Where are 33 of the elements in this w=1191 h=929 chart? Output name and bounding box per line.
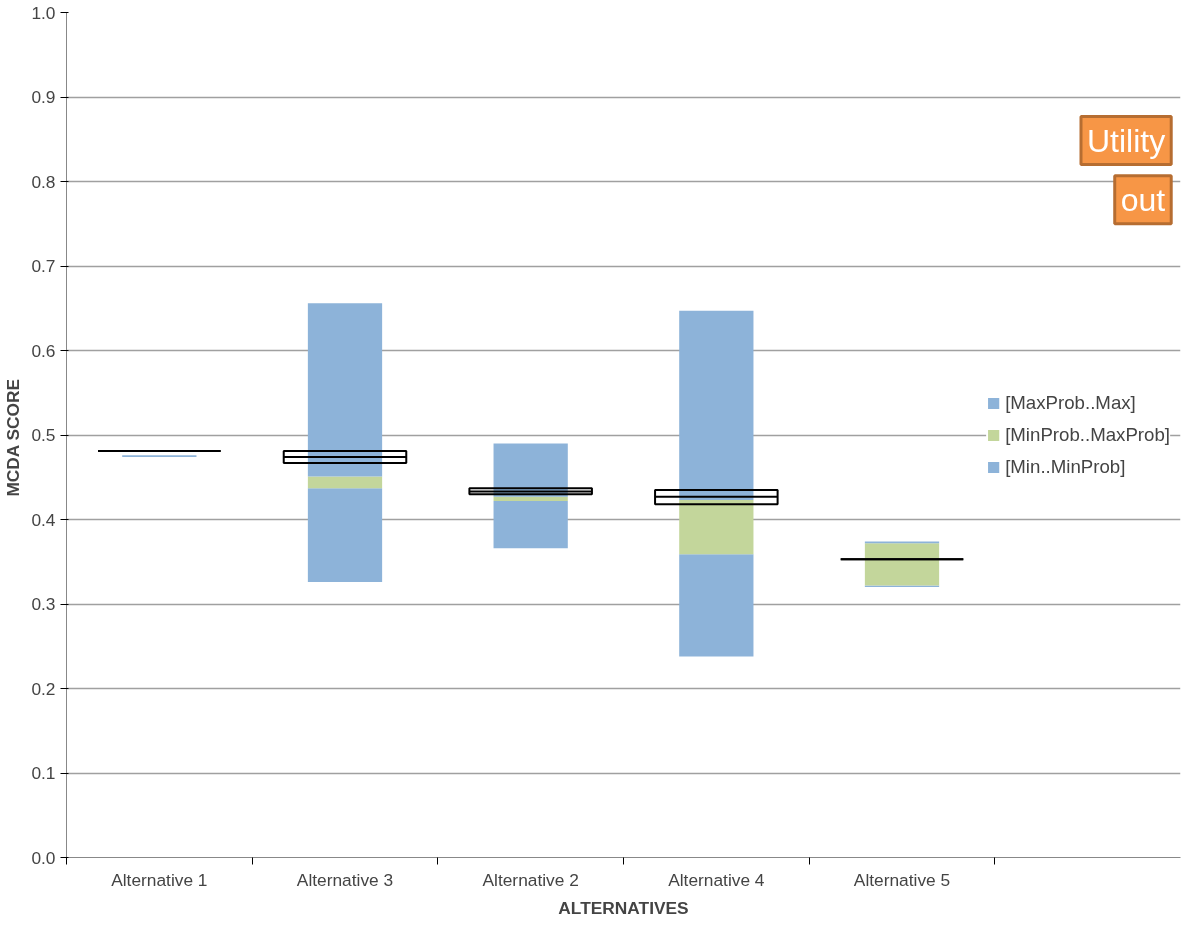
bar (307, 303, 383, 477)
y-tick-label: 0.7 (31, 256, 56, 276)
bar (307, 488, 383, 583)
y-tick-label: 0.8 (31, 171, 56, 192)
x-tick-label: Alternative 5 (853, 869, 951, 890)
y-tick-label: 0.1 (31, 763, 56, 783)
bar (493, 496, 568, 501)
y-tick-label: 0.6 (31, 340, 56, 361)
y-tick-label: 0.0 (31, 847, 56, 868)
bar (679, 310, 754, 501)
text: out (1120, 181, 1166, 218)
bar (493, 443, 568, 497)
bar (307, 476, 383, 489)
bar (864, 543, 940, 586)
x-axis-title: ALTERNATIVES (558, 897, 689, 918)
bar (679, 500, 754, 555)
x-tick-label: Alternative 2 (482, 869, 579, 890)
x-tick-label: Alternative 3 (296, 869, 394, 890)
y-tick-label: 0.3 (31, 594, 56, 614)
legend-label: [Min..MinProb] (1005, 455, 1126, 478)
y-tick-label: 0.9 (31, 87, 56, 107)
x-tick-label: Alternative 1 (111, 869, 208, 890)
legend-label: [MinProb..MaxProb] (1005, 423, 1170, 446)
bar (493, 500, 568, 549)
y-tick-label: 0.2 (31, 678, 56, 699)
bar (679, 554, 754, 657)
y-tick-label: 0.5 (31, 425, 56, 445)
legend-label: [MaxProb..Max] (1005, 391, 1136, 414)
x-tick-label: Alternative 4 (668, 869, 765, 890)
y-tick-label: 0.4 (31, 509, 56, 530)
y-tick-label: 1.0 (31, 2, 56, 23)
text: Utility (1087, 122, 1166, 159)
y-axis-title: MCDA SCORE (3, 378, 24, 497)
